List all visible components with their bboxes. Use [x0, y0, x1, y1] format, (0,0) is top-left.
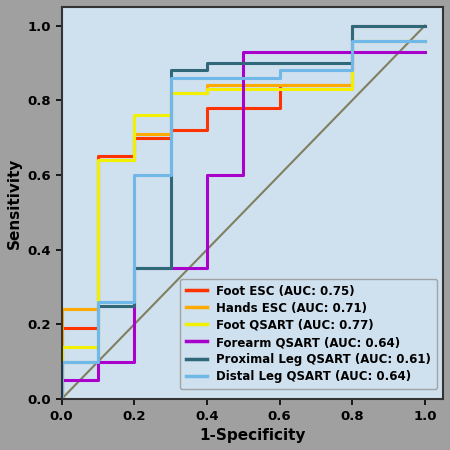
Y-axis label: Sensitivity: Sensitivity	[7, 158, 22, 249]
Legend: Foot ESC (AUC: 0.75), Hands ESC (AUC: 0.71), Foot QSART (AUC: 0.77), Forearm QSA: Foot ESC (AUC: 0.75), Hands ESC (AUC: 0.…	[180, 279, 437, 389]
X-axis label: 1-Specificity: 1-Specificity	[199, 428, 306, 443]
